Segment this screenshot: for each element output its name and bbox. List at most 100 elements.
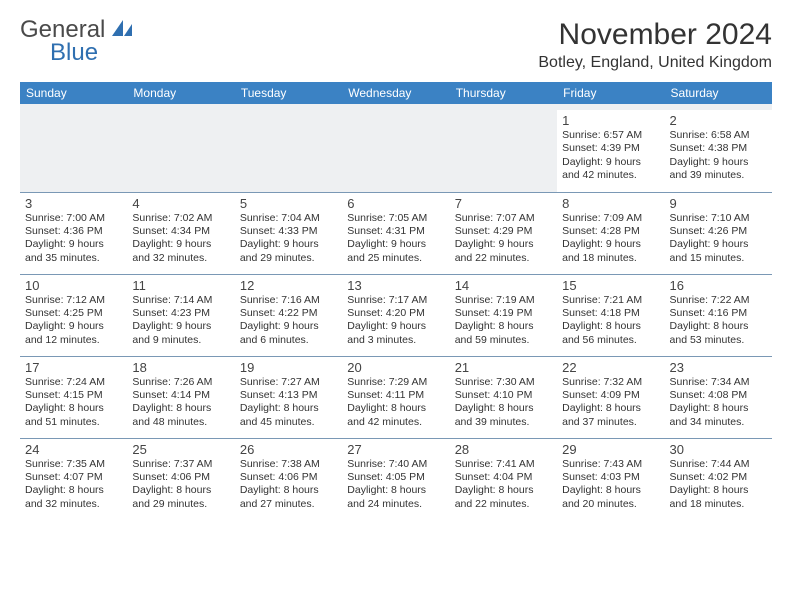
day-cell: 13Sunrise: 7:17 AMSunset: 4:20 PMDayligh… [342, 274, 449, 356]
day-number: 6 [347, 196, 444, 211]
week-row: 10Sunrise: 7:12 AMSunset: 4:25 PMDayligh… [20, 274, 772, 356]
day-cell: 18Sunrise: 7:26 AMSunset: 4:14 PMDayligh… [127, 356, 234, 438]
day-details: Sunrise: 7:35 AMSunset: 4:07 PMDaylight:… [25, 458, 122, 512]
day-header: Saturday [665, 82, 772, 104]
week-row: 24Sunrise: 7:35 AMSunset: 4:07 PMDayligh… [20, 438, 772, 520]
day-details: Sunrise: 7:19 AMSunset: 4:19 PMDaylight:… [455, 294, 552, 348]
day-header: Tuesday [235, 82, 342, 104]
day-details: Sunrise: 7:38 AMSunset: 4:06 PMDaylight:… [240, 458, 337, 512]
day-number: 29 [562, 442, 659, 457]
day-cell: 12Sunrise: 7:16 AMSunset: 4:22 PMDayligh… [235, 274, 342, 356]
logo-sail-icon [112, 20, 134, 43]
day-cell: 4Sunrise: 7:02 AMSunset: 4:34 PMDaylight… [127, 192, 234, 274]
day-details: Sunrise: 7:24 AMSunset: 4:15 PMDaylight:… [25, 376, 122, 430]
title-block: November 2024 Botley, England, United Ki… [538, 18, 772, 72]
day-header: Friday [557, 82, 664, 104]
day-details: Sunrise: 7:10 AMSunset: 4:26 PMDaylight:… [670, 212, 767, 266]
day-header: Sunday [20, 82, 127, 104]
day-cell: 3Sunrise: 7:00 AMSunset: 4:36 PMDaylight… [20, 192, 127, 274]
day-cell: 23Sunrise: 7:34 AMSunset: 4:08 PMDayligh… [665, 356, 772, 438]
day-number: 12 [240, 278, 337, 293]
day-cell [127, 110, 234, 192]
day-details: Sunrise: 7:05 AMSunset: 4:31 PMDaylight:… [347, 212, 444, 266]
day-header-row: Sunday Monday Tuesday Wednesday Thursday… [20, 82, 772, 104]
day-number: 8 [562, 196, 659, 211]
day-details: Sunrise: 7:40 AMSunset: 4:05 PMDaylight:… [347, 458, 444, 512]
day-cell: 14Sunrise: 7:19 AMSunset: 4:19 PMDayligh… [450, 274, 557, 356]
day-details: Sunrise: 6:57 AMSunset: 4:39 PMDaylight:… [562, 129, 659, 183]
day-number: 7 [455, 196, 552, 211]
day-cell: 8Sunrise: 7:09 AMSunset: 4:28 PMDaylight… [557, 192, 664, 274]
day-details: Sunrise: 7:12 AMSunset: 4:25 PMDaylight:… [25, 294, 122, 348]
calendar-table: Sunday Monday Tuesday Wednesday Thursday… [20, 82, 772, 520]
day-number: 23 [670, 360, 767, 375]
day-details: Sunrise: 7:07 AMSunset: 4:29 PMDaylight:… [455, 212, 552, 266]
day-number: 4 [132, 196, 229, 211]
day-details: Sunrise: 7:27 AMSunset: 4:13 PMDaylight:… [240, 376, 337, 430]
day-cell: 11Sunrise: 7:14 AMSunset: 4:23 PMDayligh… [127, 274, 234, 356]
day-details: Sunrise: 7:37 AMSunset: 4:06 PMDaylight:… [132, 458, 229, 512]
day-cell: 7Sunrise: 7:07 AMSunset: 4:29 PMDaylight… [450, 192, 557, 274]
day-cell: 27Sunrise: 7:40 AMSunset: 4:05 PMDayligh… [342, 438, 449, 520]
day-details: Sunrise: 7:41 AMSunset: 4:04 PMDaylight:… [455, 458, 552, 512]
day-details: Sunrise: 7:22 AMSunset: 4:16 PMDaylight:… [670, 294, 767, 348]
day-cell: 20Sunrise: 7:29 AMSunset: 4:11 PMDayligh… [342, 356, 449, 438]
day-number: 24 [25, 442, 122, 457]
month-title: November 2024 [538, 18, 772, 52]
day-details: Sunrise: 7:32 AMSunset: 4:09 PMDaylight:… [562, 376, 659, 430]
day-number: 14 [455, 278, 552, 293]
day-details: Sunrise: 7:17 AMSunset: 4:20 PMDaylight:… [347, 294, 444, 348]
day-cell: 9Sunrise: 7:10 AMSunset: 4:26 PMDaylight… [665, 192, 772, 274]
day-number: 9 [670, 196, 767, 211]
day-header: Thursday [450, 82, 557, 104]
day-number: 18 [132, 360, 229, 375]
day-details: Sunrise: 6:58 AMSunset: 4:38 PMDaylight:… [670, 129, 767, 183]
day-details: Sunrise: 7:00 AMSunset: 4:36 PMDaylight:… [25, 212, 122, 266]
day-details: Sunrise: 7:21 AMSunset: 4:18 PMDaylight:… [562, 294, 659, 348]
week-row: 17Sunrise: 7:24 AMSunset: 4:15 PMDayligh… [20, 356, 772, 438]
location: Botley, England, United Kingdom [538, 54, 772, 72]
week-row: 3Sunrise: 7:00 AMSunset: 4:36 PMDaylight… [20, 192, 772, 274]
day-cell: 10Sunrise: 7:12 AMSunset: 4:25 PMDayligh… [20, 274, 127, 356]
day-details: Sunrise: 7:34 AMSunset: 4:08 PMDaylight:… [670, 376, 767, 430]
day-cell [342, 110, 449, 192]
day-number: 27 [347, 442, 444, 457]
day-number: 15 [562, 278, 659, 293]
calendar-body: 1Sunrise: 6:57 AMSunset: 4:39 PMDaylight… [20, 104, 772, 520]
day-details: Sunrise: 7:14 AMSunset: 4:23 PMDaylight:… [132, 294, 229, 348]
day-header: Monday [127, 82, 234, 104]
logo-blue: Blue [50, 41, 134, 65]
day-cell [450, 110, 557, 192]
day-number: 5 [240, 196, 337, 211]
day-cell: 6Sunrise: 7:05 AMSunset: 4:31 PMDaylight… [342, 192, 449, 274]
day-cell: 16Sunrise: 7:22 AMSunset: 4:16 PMDayligh… [665, 274, 772, 356]
day-cell: 5Sunrise: 7:04 AMSunset: 4:33 PMDaylight… [235, 192, 342, 274]
day-cell: 26Sunrise: 7:38 AMSunset: 4:06 PMDayligh… [235, 438, 342, 520]
week-row: 1Sunrise: 6:57 AMSunset: 4:39 PMDaylight… [20, 110, 772, 192]
day-number: 13 [347, 278, 444, 293]
day-cell: 24Sunrise: 7:35 AMSunset: 4:07 PMDayligh… [20, 438, 127, 520]
day-number: 17 [25, 360, 122, 375]
day-header: Wednesday [342, 82, 449, 104]
day-cell: 25Sunrise: 7:37 AMSunset: 4:06 PMDayligh… [127, 438, 234, 520]
logo-text-block: General Blue [20, 18, 134, 65]
day-details: Sunrise: 7:16 AMSunset: 4:22 PMDaylight:… [240, 294, 337, 348]
day-cell [235, 110, 342, 192]
day-number: 22 [562, 360, 659, 375]
day-cell [20, 110, 127, 192]
day-number: 10 [25, 278, 122, 293]
day-details: Sunrise: 7:43 AMSunset: 4:03 PMDaylight:… [562, 458, 659, 512]
day-number: 3 [25, 196, 122, 211]
day-cell: 22Sunrise: 7:32 AMSunset: 4:09 PMDayligh… [557, 356, 664, 438]
day-details: Sunrise: 7:29 AMSunset: 4:11 PMDaylight:… [347, 376, 444, 430]
day-details: Sunrise: 7:09 AMSunset: 4:28 PMDaylight:… [562, 212, 659, 266]
day-cell: 28Sunrise: 7:41 AMSunset: 4:04 PMDayligh… [450, 438, 557, 520]
day-cell: 2Sunrise: 6:58 AMSunset: 4:38 PMDaylight… [665, 110, 772, 192]
day-cell: 17Sunrise: 7:24 AMSunset: 4:15 PMDayligh… [20, 356, 127, 438]
day-number: 11 [132, 278, 229, 293]
logo: General Blue [20, 18, 134, 65]
day-cell: 29Sunrise: 7:43 AMSunset: 4:03 PMDayligh… [557, 438, 664, 520]
header: General Blue November 2024 Botley, Engla… [20, 18, 772, 72]
day-details: Sunrise: 7:02 AMSunset: 4:34 PMDaylight:… [132, 212, 229, 266]
day-number: 16 [670, 278, 767, 293]
